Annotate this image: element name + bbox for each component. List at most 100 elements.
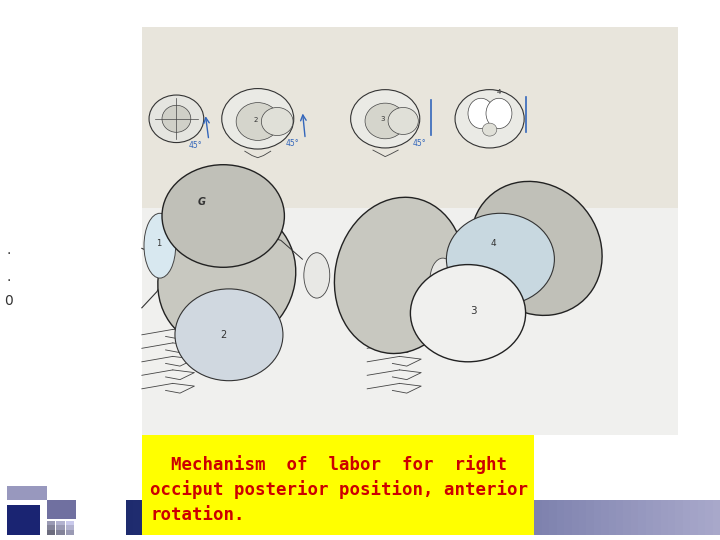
Bar <box>579 500 586 535</box>
Bar <box>482 500 490 535</box>
Bar <box>66 530 74 535</box>
Bar <box>215 500 222 535</box>
Bar <box>505 500 512 535</box>
Text: 1: 1 <box>156 239 161 248</box>
Ellipse shape <box>304 253 330 298</box>
Bar <box>230 500 238 535</box>
Ellipse shape <box>430 258 456 303</box>
Bar <box>431 500 438 535</box>
Bar <box>379 500 386 535</box>
Bar <box>267 500 274 535</box>
Ellipse shape <box>486 98 512 129</box>
Bar <box>608 500 616 535</box>
Ellipse shape <box>158 208 296 348</box>
Ellipse shape <box>365 103 405 139</box>
Bar <box>178 500 185 535</box>
Text: Mechanism  of  labor  for  right
occiput posterior position, anterior
rotation.: Mechanism of labor for right occiput pos… <box>150 455 528 524</box>
Bar <box>260 500 267 535</box>
Bar <box>401 500 408 535</box>
Bar <box>47 530 55 535</box>
Bar <box>66 521 74 525</box>
Bar <box>371 500 379 535</box>
Ellipse shape <box>334 197 465 354</box>
Bar <box>653 500 661 535</box>
Text: 2: 2 <box>220 329 226 340</box>
Ellipse shape <box>144 213 176 278</box>
Bar <box>668 500 675 535</box>
Bar <box>415 500 423 535</box>
Bar <box>534 500 541 535</box>
Bar <box>274 500 282 535</box>
Bar <box>408 500 415 535</box>
Ellipse shape <box>222 89 294 149</box>
Bar <box>639 500 646 535</box>
Bar <box>142 27 678 435</box>
Bar <box>675 500 683 535</box>
Bar <box>142 435 534 535</box>
Bar <box>163 500 171 535</box>
Bar <box>326 500 334 535</box>
Bar <box>282 500 289 535</box>
Bar <box>586 500 594 535</box>
Bar <box>512 500 520 535</box>
Bar <box>156 500 163 535</box>
Bar <box>490 500 498 535</box>
Bar <box>185 500 193 535</box>
Bar <box>356 500 364 535</box>
Bar <box>475 500 482 535</box>
Bar <box>304 500 312 535</box>
Bar <box>238 500 245 535</box>
Ellipse shape <box>162 165 284 267</box>
Bar <box>526 27 678 435</box>
Bar <box>423 500 431 535</box>
Bar <box>245 500 252 535</box>
Text: 3: 3 <box>470 306 477 316</box>
Bar <box>438 500 445 535</box>
Text: 45°: 45° <box>413 139 426 148</box>
Bar <box>594 500 601 535</box>
Bar <box>498 500 505 535</box>
Ellipse shape <box>175 289 283 381</box>
Bar <box>713 500 720 535</box>
Bar <box>616 500 624 535</box>
Bar <box>541 500 549 535</box>
Bar <box>7 505 40 535</box>
Bar <box>527 500 534 535</box>
Bar <box>200 500 207 535</box>
Ellipse shape <box>261 107 293 136</box>
Bar <box>126 500 133 535</box>
Ellipse shape <box>149 95 204 143</box>
Bar <box>222 500 230 535</box>
Ellipse shape <box>351 90 420 148</box>
Bar <box>690 500 698 535</box>
Ellipse shape <box>410 265 526 362</box>
Bar <box>572 500 579 535</box>
Bar <box>141 500 148 535</box>
Bar <box>289 500 297 535</box>
Bar <box>453 500 460 535</box>
Bar <box>364 500 371 535</box>
Bar <box>646 500 653 535</box>
Bar <box>56 525 65 530</box>
Ellipse shape <box>455 90 524 148</box>
Text: .: . <box>6 270 11 284</box>
Bar <box>193 500 200 535</box>
Bar <box>348 500 356 535</box>
Bar <box>312 500 319 535</box>
Ellipse shape <box>471 181 602 315</box>
Bar <box>601 500 608 535</box>
Ellipse shape <box>388 107 418 134</box>
Bar <box>7 486 47 500</box>
Text: .: . <box>6 243 11 257</box>
Bar <box>47 525 55 530</box>
Ellipse shape <box>162 105 191 132</box>
Bar <box>386 500 393 535</box>
Bar <box>319 500 326 535</box>
Bar <box>148 500 156 535</box>
Bar <box>698 500 705 535</box>
Bar <box>297 500 304 535</box>
Bar <box>47 521 55 525</box>
Bar <box>334 500 341 535</box>
Bar <box>47 500 76 519</box>
Text: 45°: 45° <box>189 141 202 151</box>
